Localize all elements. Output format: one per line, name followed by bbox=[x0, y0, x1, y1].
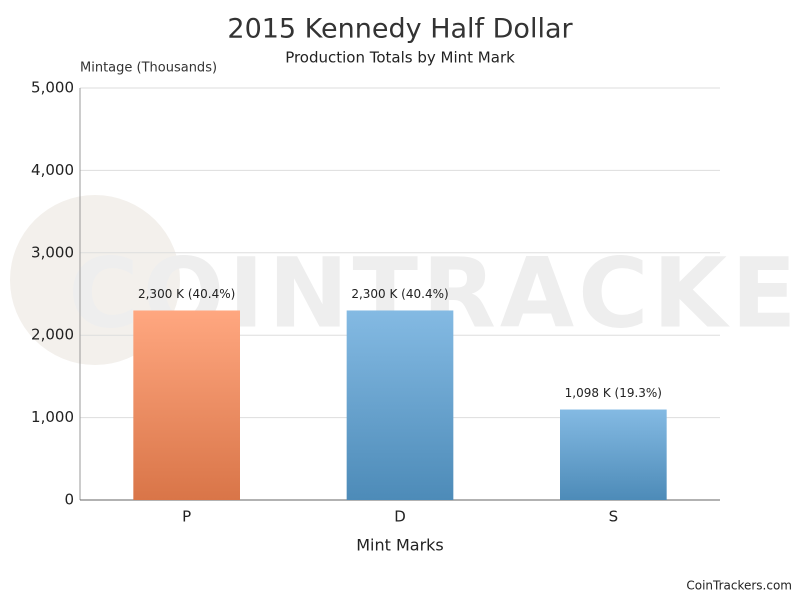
credit: CoinTrackers.com bbox=[686, 579, 792, 593]
bar bbox=[133, 310, 240, 500]
y-tick-label: 5,000 bbox=[31, 79, 74, 97]
x-tick-label: P bbox=[182, 508, 191, 526]
y-tick-label: 4,000 bbox=[31, 161, 74, 179]
y-tick-label: 2,000 bbox=[31, 326, 74, 344]
value-label: 2,300 K (40.4%) bbox=[138, 287, 235, 301]
y-tick-label: 0 bbox=[64, 491, 74, 509]
value-label: 2,300 K (40.4%) bbox=[351, 287, 448, 301]
x-tick-label: S bbox=[609, 508, 619, 526]
chart-subtitle: Production Totals by Mint Mark bbox=[285, 49, 515, 67]
bar bbox=[346, 310, 454, 500]
bar bbox=[560, 409, 667, 500]
x-axis-label: Mint Marks bbox=[356, 536, 444, 555]
y-tick-label: 1,000 bbox=[31, 408, 74, 426]
x-tick-label: D bbox=[394, 508, 406, 526]
y-tick-label: 3,000 bbox=[31, 243, 74, 261]
chart-title: 2015 Kennedy Half Dollar bbox=[227, 14, 573, 45]
y-axis-label: Mintage (Thousands) bbox=[80, 61, 217, 76]
value-label: 1,098 K (19.3%) bbox=[565, 386, 662, 400]
